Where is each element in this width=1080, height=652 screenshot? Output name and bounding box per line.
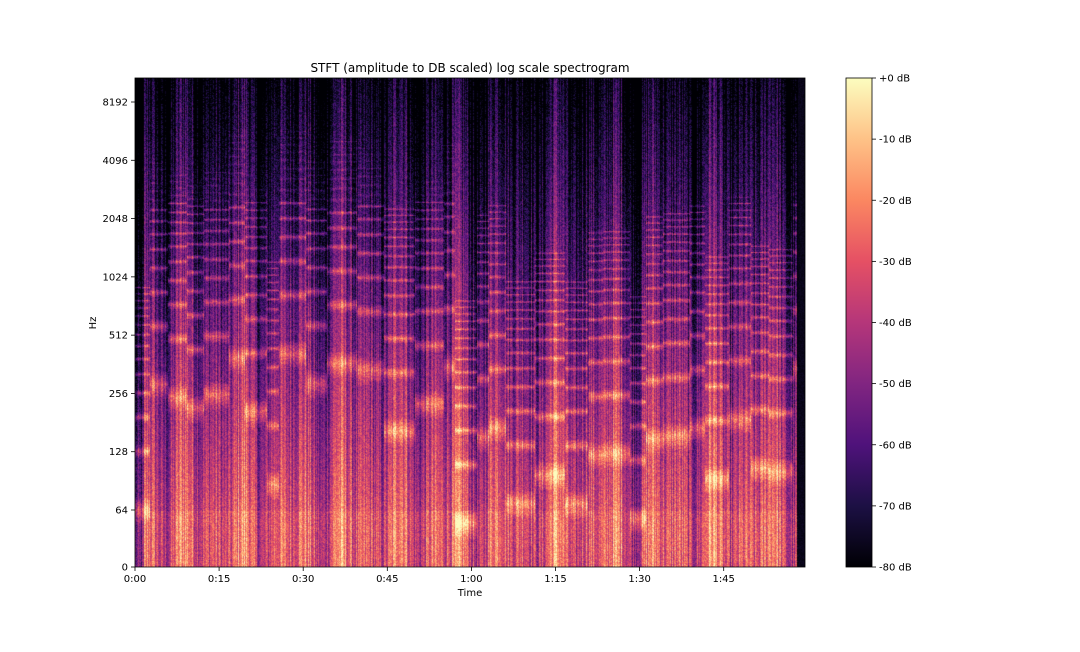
- colorbar: +0 dB -10 dB -20 dB -30 dB -40 dB -50 dB -60 d…: [845, 74, 912, 574]
- y-tick-label: 512: [109, 331, 128, 342]
- colorbar-tick-label: -30 dB: [879, 257, 912, 268]
- y-tick-label: 256: [109, 389, 128, 400]
- x-tick-label: 0:30: [292, 574, 314, 585]
- colorbar-tick-label: -40 dB: [879, 318, 912, 329]
- y-axis: 0 64 128 256 512 1024 2048 4096 8192: [103, 98, 135, 574]
- colorbar-tick-label: -80 dB: [879, 563, 912, 574]
- colorbar-tick-label: -20 dB: [879, 196, 912, 207]
- y-tick-label: 1024: [103, 272, 128, 283]
- y-tick-label: 128: [109, 447, 128, 458]
- x-tick-label: 1:00: [460, 574, 482, 585]
- x-tick-label: 0:00: [124, 574, 146, 585]
- colorbar-tick-label: -70 dB: [879, 501, 912, 512]
- x-tick-label: 0:45: [376, 574, 398, 585]
- plot-area: [134, 77, 806, 568]
- x-axis: 0:00 0:15 0:30 0:45 1:00 1:15 1:30 1:45: [124, 567, 735, 585]
- colorbar-gradient: [846, 78, 872, 567]
- x-tick-label: 1:45: [712, 574, 734, 585]
- colorbar-ticks: +0 dB -10 dB -20 dB -30 dB -40 dB -50 dB -60 d…: [872, 74, 912, 574]
- chart-title: STFT (amplitude to DB scaled) log scale …: [310, 61, 629, 75]
- colorbar-tick-label: -50 dB: [879, 379, 912, 390]
- colorbar-tick-label: +0 dB: [879, 74, 910, 85]
- x-tick-label: 0:15: [208, 574, 230, 585]
- y-tick-label: 64: [115, 506, 128, 517]
- x-axis-label: Time: [457, 588, 482, 599]
- spectrogram-image: [135, 78, 805, 567]
- y-tick-label: 4096: [103, 156, 128, 167]
- x-tick-label: 1:15: [544, 574, 566, 585]
- y-axis-label: Hz: [88, 317, 99, 330]
- y-tick-label: 0: [122, 563, 128, 574]
- y-tick-label: 2048: [103, 214, 128, 225]
- colorbar-tick-label: -10 dB: [879, 135, 912, 146]
- x-tick-label: 1:30: [628, 574, 650, 585]
- colorbar-tick-label: -60 dB: [879, 440, 912, 451]
- y-tick-label: 8192: [103, 98, 128, 109]
- plot-frame: [134, 77, 806, 568]
